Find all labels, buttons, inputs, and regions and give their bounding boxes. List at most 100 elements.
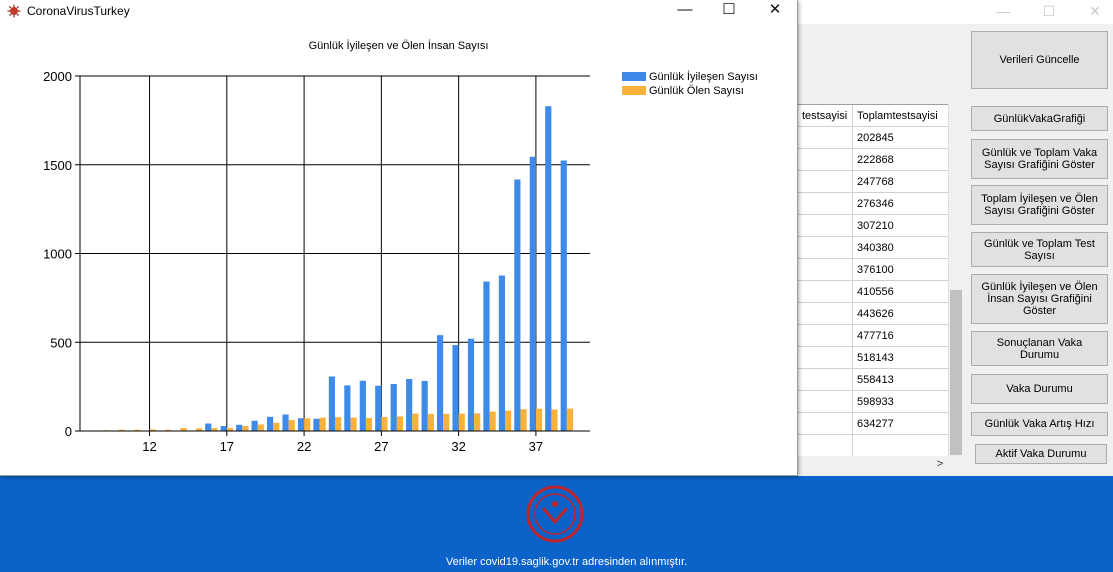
chart-title: Günlük İyileşen ve Ölen İnsan Sayısı — [308, 40, 489, 52]
table-cell[interactable]: 247768 — [853, 171, 951, 193]
chart-titlebar[interactable]: CoronaVirusTurkey — ☐ ✕ — [0, 0, 797, 22]
bar-dead — [365, 418, 373, 431]
bar-dead — [273, 422, 280, 431]
scroll-right-arrow-icon[interactable]: > — [936, 458, 944, 470]
total-recovered-dead-chart-button[interactable]: Toplam İyileşen ve Ölen Sayısı Grafiğini… — [971, 185, 1108, 225]
daily-case-growth-button[interactable]: Günlük Vaka Artış Hızı — [971, 412, 1108, 436]
table-header-cell[interactable]: Toplamtestsayisi — [853, 105, 951, 127]
test-data-table[interactable]: testsayisi Toplamtestsayisi 202845 222868 24… — [797, 104, 964, 472]
bar-dead — [474, 413, 481, 431]
legend-swatch-dead — [622, 86, 646, 95]
table-cell[interactable] — [798, 237, 853, 259]
case-status-button[interactable]: Vaka Durumu — [971, 374, 1108, 404]
table-cell[interactable] — [798, 391, 853, 413]
bar-recovered — [467, 338, 475, 431]
bar-dead — [427, 413, 434, 431]
table-cell[interactable] — [798, 149, 853, 171]
chart-minimize-button[interactable]: — — [677, 1, 693, 18]
table-cell[interactable] — [798, 303, 853, 325]
table-cell[interactable]: 340380 — [853, 237, 951, 259]
x-tick-label: 37 — [529, 439, 543, 454]
table-cell[interactable] — [798, 325, 853, 347]
main-minimize-button[interactable]: — — [996, 3, 1010, 19]
table-cell[interactable]: 410556 — [853, 281, 951, 303]
table-cell[interactable] — [798, 215, 853, 237]
bar-dead — [505, 410, 512, 431]
table-cell[interactable]: 307210 — [853, 215, 951, 237]
table-horizontal-scrollbar[interactable] — [797, 456, 964, 472]
bar-recovered — [498, 275, 505, 431]
table-cell[interactable]: 477716 — [853, 325, 951, 347]
table-cell[interactable]: 376100 — [853, 259, 951, 281]
x-tick-label: 12 — [142, 439, 156, 454]
update-data-button[interactable]: Verileri Güncelle — [971, 31, 1108, 89]
table-cell[interactable] — [798, 281, 853, 303]
table-cell[interactable]: 222868 — [853, 149, 951, 171]
daily-total-case-chart-button[interactable]: Günlük ve Toplam Vaka Sayısı Grafiğini G… — [971, 139, 1108, 179]
daily-case-chart-button[interactable]: GünlükVakaGrafiği — [971, 106, 1108, 131]
table-cell[interactable]: 276346 — [853, 193, 951, 215]
daily-total-test-button[interactable]: Günlük ve Toplam Test Sayısı — [971, 232, 1108, 267]
x-tick-label: 17 — [220, 439, 234, 454]
main-maximize-button[interactable]: ☐ — [1042, 3, 1056, 19]
table-cell[interactable] — [798, 259, 853, 281]
x-tick-label: 32 — [451, 439, 465, 454]
active-case-status-button[interactable]: Aktif Vaka Durumu — [975, 444, 1107, 464]
bar-recovered — [297, 418, 305, 431]
table-header-cell[interactable]: testsayisi — [798, 105, 853, 127]
bar-chart: 0 500 1000 1500 2000 12 17 22 27 32 37 — [43, 69, 590, 454]
bar-recovered — [220, 426, 227, 431]
bar-dead — [211, 428, 218, 431]
table-cell[interactable] — [798, 413, 853, 435]
bar-dead — [226, 427, 233, 431]
bar-dead — [458, 413, 465, 431]
chart-close-button[interactable]: ✕ — [768, 1, 782, 18]
bar-recovered — [267, 416, 274, 431]
table-cell[interactable]: 443626 — [853, 303, 951, 325]
bar-dead — [412, 413, 419, 431]
y-tick-label: 1000 — [43, 247, 72, 262]
chart-maximize-button[interactable]: ☐ — [722, 1, 736, 18]
table-cell[interactable]: 202845 — [853, 127, 951, 149]
main-close-button[interactable]: ✕ — [1089, 3, 1101, 19]
legend-item-recovered: Günlük İyileşen Sayısı — [622, 70, 758, 83]
table-cell[interactable]: 598933 — [853, 391, 951, 413]
y-tick-label: 0 — [65, 424, 72, 439]
bar-recovered — [251, 420, 258, 431]
bar-recovered — [282, 414, 289, 431]
bar-dead — [535, 408, 543, 431]
coronavirus-icon — [7, 4, 21, 18]
y-tick-label: 500 — [50, 335, 72, 350]
bar-dead — [180, 427, 187, 431]
bar-recovered — [236, 424, 243, 431]
table-cell[interactable] — [798, 127, 853, 149]
chart-window-title: CoronaVirusTurkey — [27, 4, 130, 18]
bar-recovered — [359, 380, 366, 431]
table-cell[interactable] — [798, 193, 853, 215]
bar-dead — [134, 429, 141, 431]
bar-recovered — [437, 335, 444, 431]
bar-recovered — [205, 423, 212, 431]
legend-label-dead: Günlük Ölen Sayısı — [649, 84, 744, 97]
x-tick-label: 27 — [374, 439, 388, 454]
bar-recovered — [313, 418, 320, 431]
table-cell[interactable] — [853, 435, 951, 457]
bar-dead — [443, 413, 450, 431]
bar-recovered — [452, 345, 459, 431]
table-cell[interactable] — [798, 369, 853, 391]
concluded-cases-button[interactable]: Sonuçlanan Vaka Durumu — [971, 331, 1108, 366]
table-cell[interactable]: 518143 — [853, 347, 951, 369]
table-scroll-thumb[interactable] — [950, 290, 962, 455]
table-cell[interactable] — [798, 171, 853, 193]
daily-recovered-dead-chart-button[interactable]: Günlük İyileşen ve Ölen İnsan Sayısı Gra… — [971, 274, 1108, 324]
bar-dead — [257, 424, 264, 431]
bar-recovered — [545, 106, 552, 432]
table-cell[interactable]: 558413 — [853, 369, 951, 391]
bar-dead — [165, 429, 172, 431]
bar-recovered — [514, 179, 521, 431]
table-cell[interactable] — [798, 347, 853, 369]
bar-dead — [149, 429, 156, 431]
table-cell[interactable]: 634277 — [853, 413, 951, 435]
bar-dead — [304, 418, 311, 431]
table-cell[interactable] — [798, 435, 853, 457]
